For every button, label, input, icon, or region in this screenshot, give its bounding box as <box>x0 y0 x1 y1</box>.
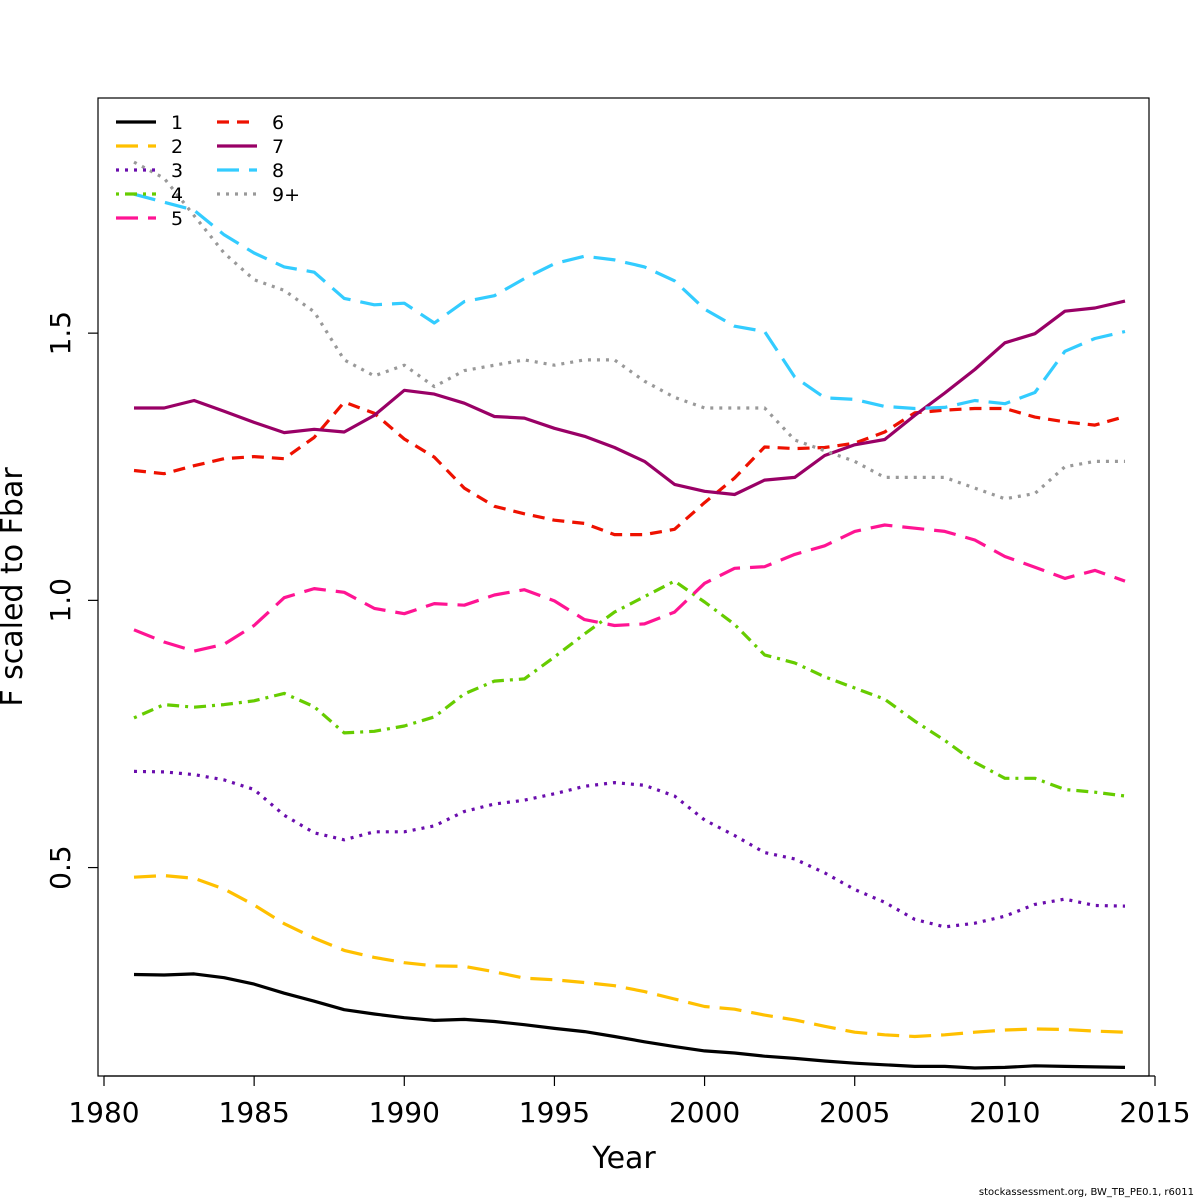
y-tick-label: 1.5 <box>44 311 77 356</box>
x-tick-label: 2000 <box>669 1096 740 1129</box>
series-line-8 <box>133 192 1126 411</box>
x-axis-title: Year <box>591 1141 656 1176</box>
series-line-7 <box>134 299 1126 497</box>
footnote: stockassessment.org, BW_TB_PE0.1, r6011 <box>978 1187 1194 1198</box>
x-tick-label: 2015 <box>1119 1096 1190 1129</box>
x-axis: 1980 1985 1990 1995 2000 2005 2010 2015 <box>68 1075 1191 1129</box>
legend-label-1: 1 <box>171 112 183 134</box>
legend-label-3: 3 <box>171 160 183 182</box>
series-line-4 <box>133 579 1126 798</box>
y-axis-title: F scaled to Fbar <box>0 467 30 707</box>
x-tick-label: 2005 <box>819 1096 890 1129</box>
legend-label-9plus: 9+ <box>272 184 300 206</box>
plot-frame <box>97 97 1150 1077</box>
x-tick-label: 1980 <box>68 1096 139 1129</box>
series-line-1 <box>133 972 1126 1070</box>
legend-label-7: 7 <box>272 136 284 158</box>
y-axis: 0.5 1.0 1.5 <box>44 311 98 890</box>
series-line-5 <box>133 523 1126 653</box>
legend-label-8: 8 <box>272 160 284 182</box>
y-tick-label: 1.0 <box>44 578 77 623</box>
series-layer <box>133 160 1126 1070</box>
legend-label-4: 4 <box>171 184 183 206</box>
series-line-9plus <box>133 160 1125 501</box>
x-tick-label: 1985 <box>219 1096 290 1129</box>
legend-label-5: 5 <box>171 208 183 230</box>
y-tick-label: 0.5 <box>44 845 77 890</box>
series-line-3 <box>133 769 1126 929</box>
series-line-6 <box>133 400 1126 537</box>
legend-label-6: 6 <box>272 112 284 134</box>
x-tick-label: 1995 <box>519 1096 590 1129</box>
x-tick-label: 2010 <box>969 1096 1040 1129</box>
series-line-2 <box>133 873 1126 1039</box>
legend-label-2: 2 <box>171 136 183 158</box>
x-tick-label: 1990 <box>369 1096 440 1129</box>
